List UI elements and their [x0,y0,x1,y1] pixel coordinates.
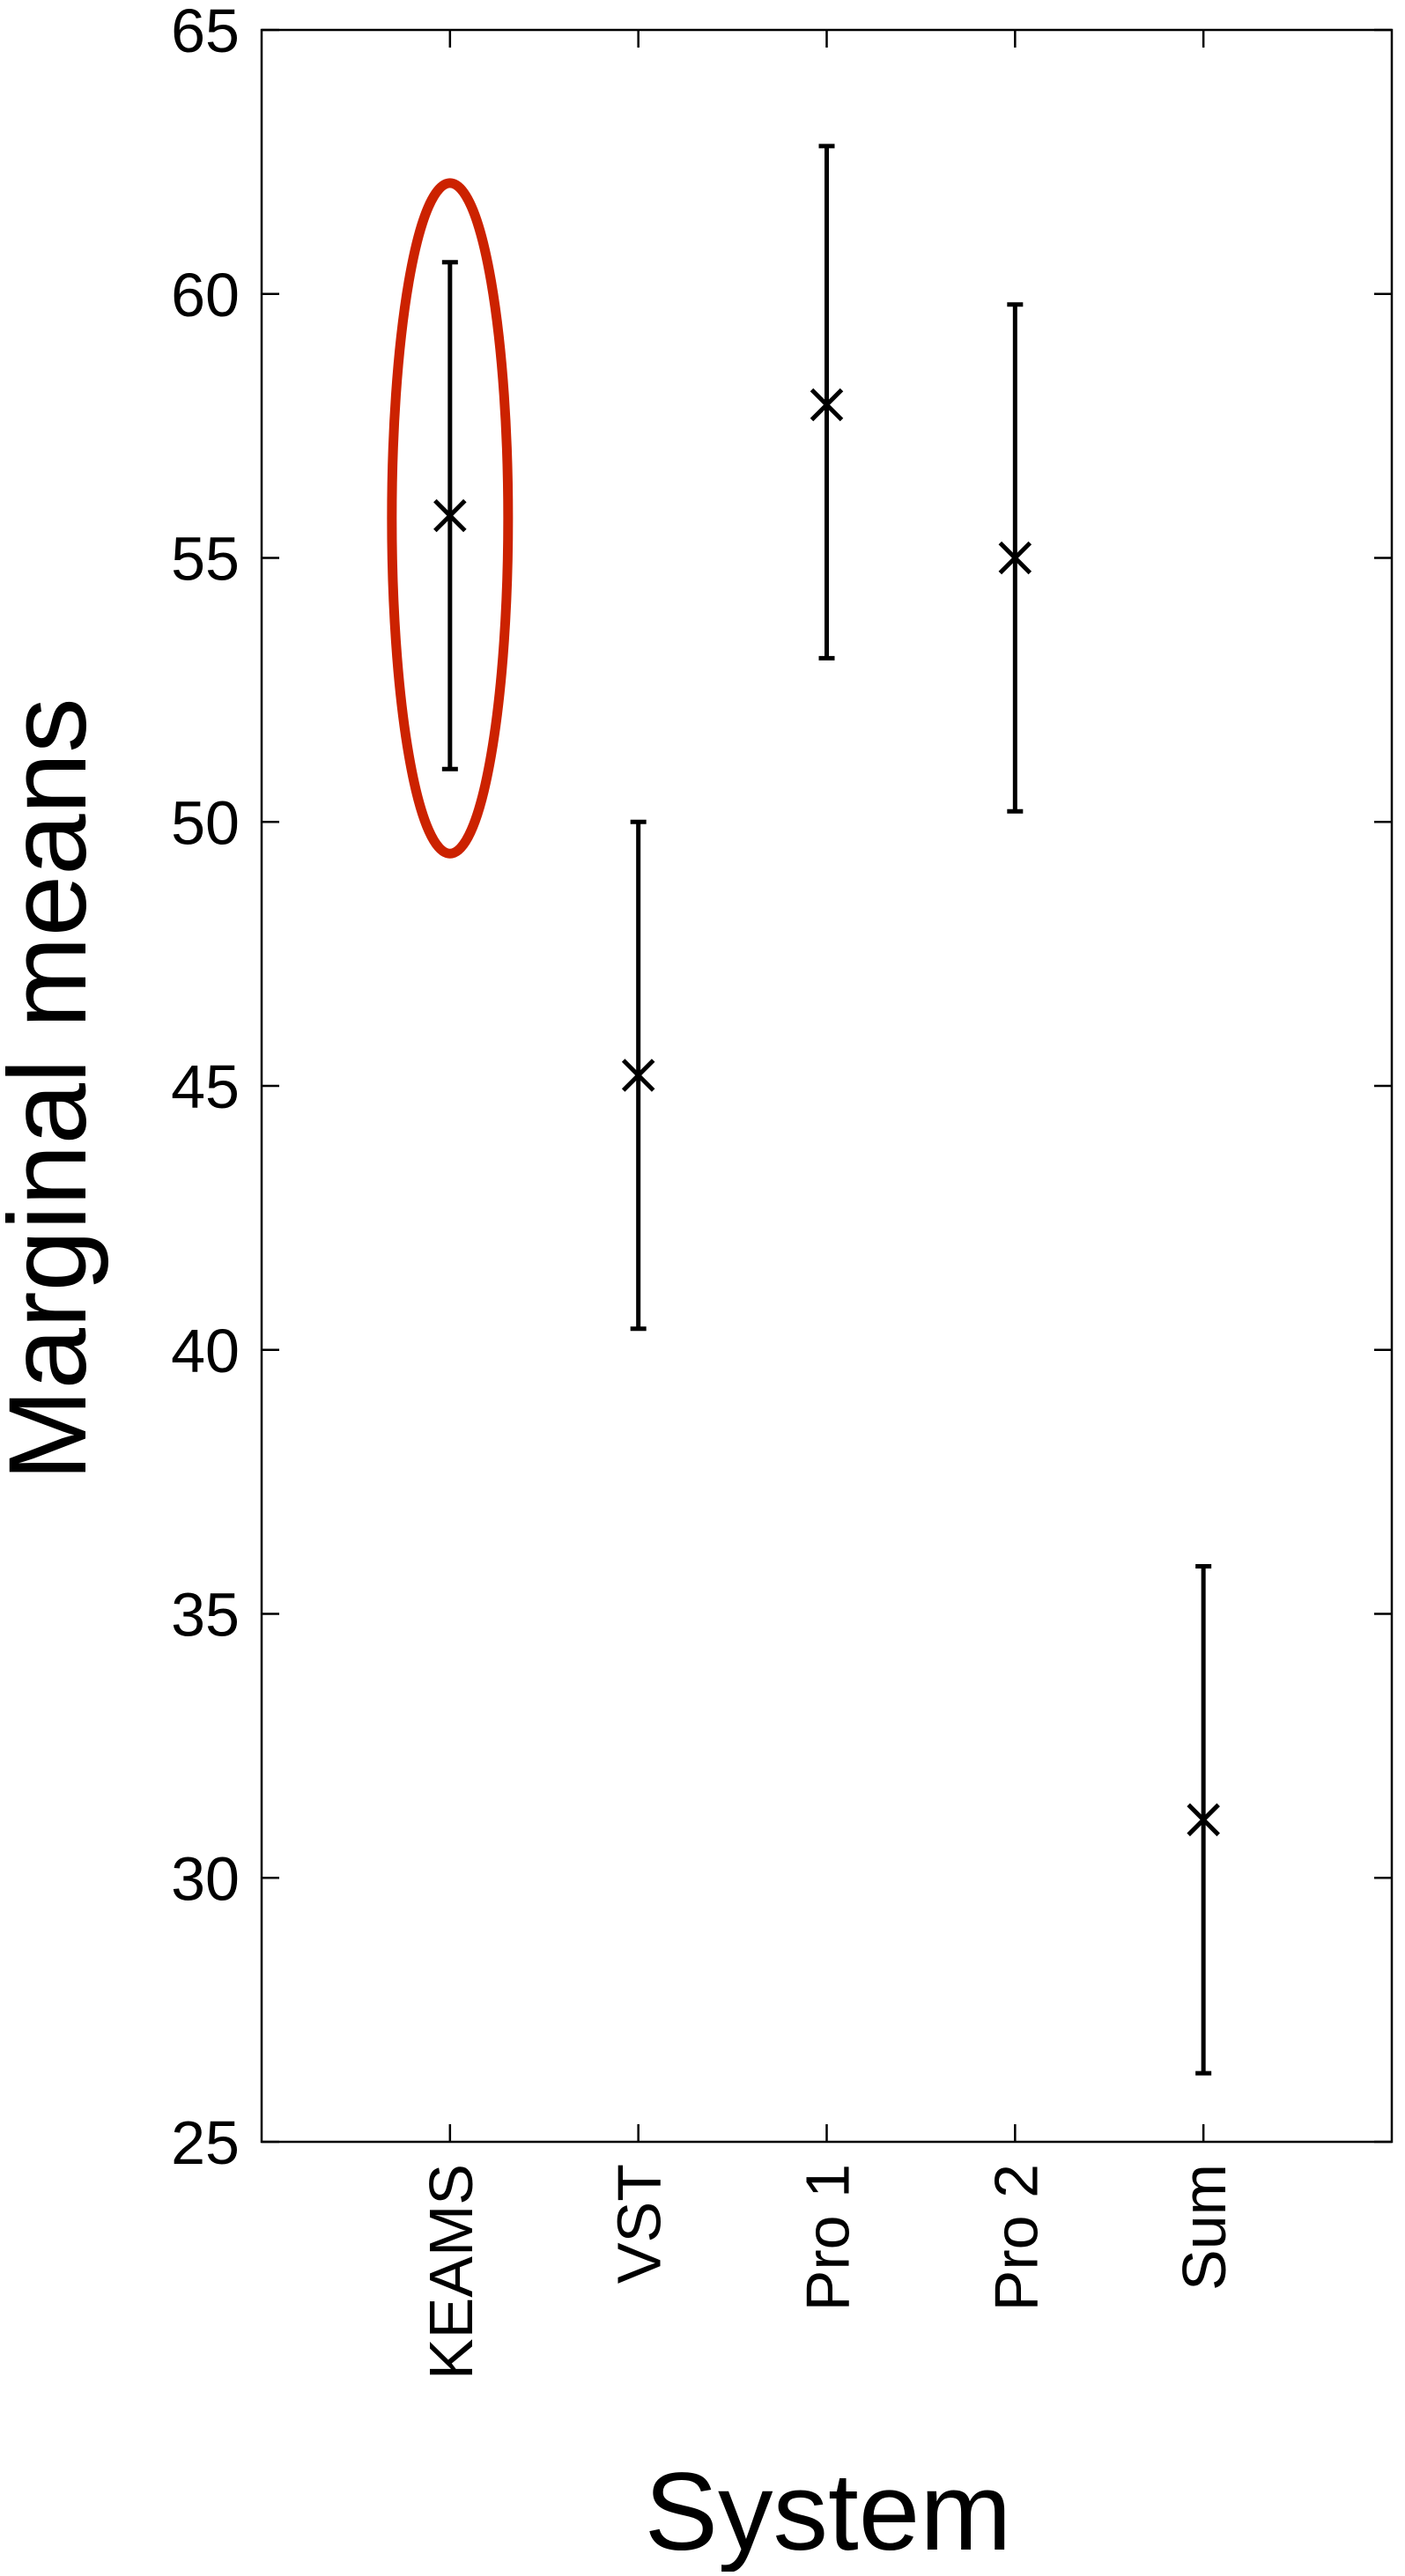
mean-markers [433,388,1220,1837]
highlight-ellipse [387,178,514,859]
x-tick-label: VST [605,2164,674,2284]
mean-marker-stroke-b [621,1059,655,1092]
error-bars [441,144,1212,2076]
mean-marker [433,498,467,533]
x-axis-title: System [645,2451,1012,2572]
mean-marker-stroke-b [433,498,467,533]
y-tick-label: 50 [171,788,240,857]
mean-marker [998,541,1032,575]
y-axis-title: Marginal means [0,698,109,1480]
y-tick-label: 40 [171,1317,240,1385]
highlight-layer [387,178,514,859]
mean-marker [810,388,844,422]
y-tick-label: 60 [171,261,240,329]
y-tick-label: 55 [171,525,240,594]
y-tick-label: 65 [171,0,240,65]
x-tick-label: Pro 1 [794,2164,862,2311]
x-axis: KEAMS VST Pro 1 Pro 2 Sum [417,30,1239,2380]
x-tick-label: KEAMS [417,2164,485,2380]
x-tick-label: Sum [1170,2164,1239,2291]
y-axis: 25 30 35 40 45 50 55 60 65 [171,0,1392,2177]
mean-marker-stroke-b [998,541,1032,575]
x-tick-label: Pro 2 [981,2164,1050,2311]
y-tick-label: 45 [171,1052,240,1121]
y-tick-label: 35 [171,1581,240,1650]
y-tick-label: 30 [171,1844,240,1913]
y-tick-label: 25 [171,2108,240,2177]
mean-marker-stroke-b [1187,1803,1220,1837]
mean-marker [1187,1803,1220,1837]
mean-marker-stroke-b [810,388,844,422]
mean-marker [621,1059,655,1092]
